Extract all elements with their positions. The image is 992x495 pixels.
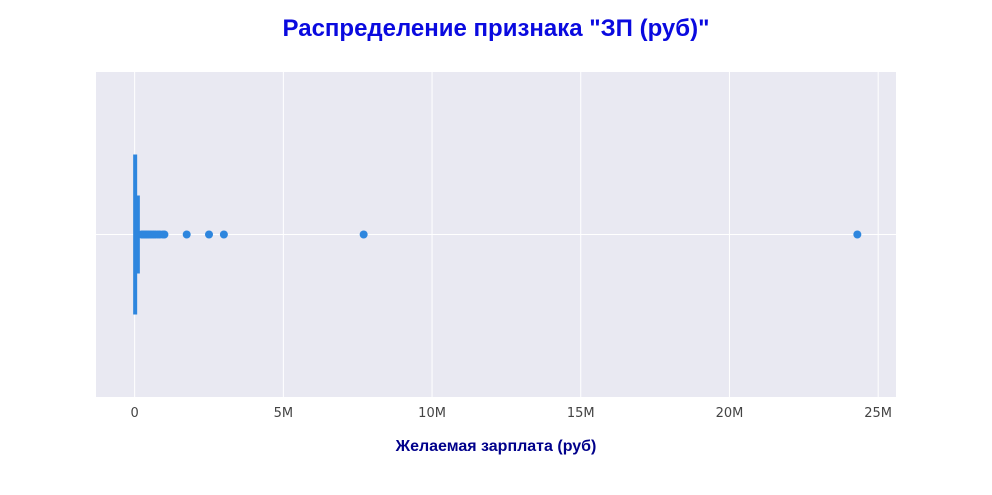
outlier-point (205, 230, 214, 239)
outlier-point (853, 230, 862, 239)
outlier-point (160, 230, 169, 239)
x-axis-label: Желаемая зарплата (руб) (395, 438, 597, 455)
x-tick-label: 5M (274, 406, 294, 421)
chart-title: Распределение признака "ЗП (руб)" (283, 15, 710, 42)
outlier-point (359, 230, 368, 239)
x-tick-label: 20M (716, 406, 744, 421)
outlier-point (182, 230, 191, 239)
x-tick-label: 10M (418, 406, 446, 421)
outlier-points (137, 230, 862, 239)
x-tick-label: 15M (567, 406, 595, 421)
x-tick-label: 0 (131, 406, 139, 421)
x-axis-ticks: 0 5M 10M 15M 20M 25M (131, 406, 893, 421)
gridlines (96, 72, 896, 397)
x-tick-label: 25M (864, 406, 892, 421)
outlier-point (219, 230, 228, 239)
